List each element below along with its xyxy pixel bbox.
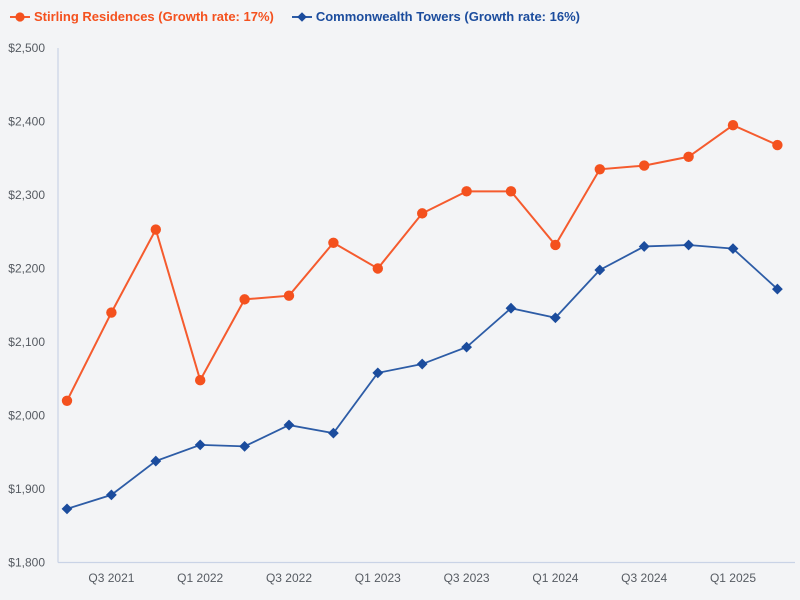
y-tick-label: $2,100 [8,335,45,349]
data-point-marker [772,283,783,295]
data-point-marker [683,239,694,251]
legend: Stirling Residences (Growth rate: 17%) C… [10,9,580,24]
data-point-marker [283,290,295,301]
y-tick-label: $2,300 [8,188,45,202]
y-tick-label: $2,200 [8,262,45,276]
data-point-marker [106,307,117,318]
data-point-marker [372,367,384,379]
y-tick-label: $2,400 [8,115,45,129]
x-tick-label: Q3 2021 [88,571,134,585]
y-tick-label: $1,900 [8,482,45,496]
data-point-marker [550,312,561,324]
x-tick-label: Q1 2025 [710,571,756,585]
y-tick-label: $1,800 [8,556,45,570]
series-line-1 [66,244,779,510]
legend-item-stirling-residences[interactable]: Stirling Residences (Growth rate: 17%) [10,9,274,24]
data-point-marker [239,294,250,305]
data-point-marker [416,358,428,370]
data-point-marker [328,427,339,439]
data-point-marker [61,503,73,515]
data-point-marker [727,119,739,131]
data-point-marker [594,164,605,175]
data-point-marker [461,186,472,197]
x-tick-label: Q1 2023 [355,571,401,585]
legend-label-commonwealth-towers: Commonwealth Towers (Growth rate: 16%) [315,9,580,24]
data-point-marker [505,302,517,314]
line-diamond-marker-icon [291,11,312,22]
x-tick-label: Q1 2024 [532,571,578,585]
y-tick-label: $2,500 [8,41,45,55]
data-point-marker [372,263,383,274]
x-tick-label: Q3 2024 [621,571,667,585]
data-point-marker [505,186,517,197]
data-point-marker [639,160,650,171]
data-point-marker [550,239,561,251]
y-tick-label: $2,000 [8,409,45,423]
legend-label-stirling-residences: Stirling Residences (Growth rate: 17%) [34,9,274,24]
data-point-marker [638,241,650,252]
line-circle-marker-icon [10,11,30,22]
data-point-marker [727,243,739,255]
data-point-marker [594,264,606,276]
data-point-marker [461,341,472,353]
data-point-marker [283,419,295,431]
data-point-marker [150,224,161,235]
data-point-marker [683,151,694,162]
data-point-marker [150,455,162,467]
data-point-marker [195,375,206,386]
data-point-marker [328,237,339,248]
data-point-marker [61,395,73,406]
data-point-marker [194,439,206,451]
data-point-marker [239,440,250,452]
data-point-marker [417,208,428,219]
data-point-marker [106,489,117,501]
x-tick-label: Q3 2023 [444,571,490,585]
legend-item-commonwealth-towers[interactable]: Commonwealth Towers (Growth rate: 16%) [291,9,580,24]
data-point-marker [772,139,783,151]
x-tick-label: Q3 2022 [266,571,312,585]
x-tick-label: Q1 2022 [177,571,223,585]
